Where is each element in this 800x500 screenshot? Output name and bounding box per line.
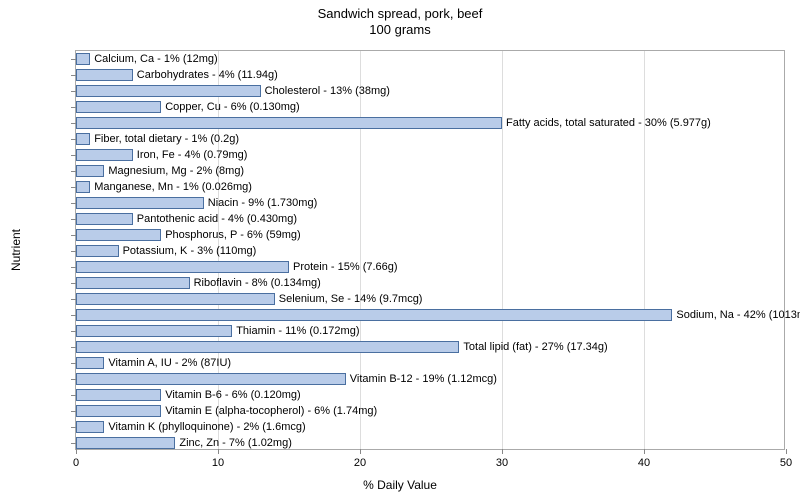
bar-label: Zinc, Zn - 7% (1.02mg) [175,437,291,449]
bar [76,341,459,353]
bar [76,133,90,145]
chart-container: Sandwich spread, pork, beef 100 grams Nu… [0,0,800,500]
bar-label: Vitamin E (alpha-tocopherol) - 6% (1.74m… [161,405,377,417]
title-line-2: 100 grams [0,22,800,38]
x-axis-label: % Daily Value [0,478,800,492]
bar [76,325,232,337]
x-tick-mark [360,449,361,454]
bar-label: Copper, Cu - 6% (0.130mg) [161,101,300,113]
x-tick-mark [786,449,787,454]
bar-label: Vitamin B-12 - 19% (1.12mcg) [346,373,497,385]
bar-label: Iron, Fe - 4% (0.79mg) [133,149,248,161]
x-tick-label: 40 [638,457,650,469]
bar [76,213,133,225]
grid-line [502,51,503,449]
bar [76,437,175,449]
x-tick-mark [644,449,645,454]
bar-label: Thiamin - 11% (0.172mg) [232,325,359,337]
bar-label: Vitamin K (phylloquinone) - 2% (1.6mcg) [104,421,305,433]
bar-label: Protein - 15% (7.66g) [289,261,398,273]
bar-label: Fiber, total dietary - 1% (0.2g) [90,133,239,145]
y-axis-label: Nutrient [9,229,23,271]
bar [76,357,104,369]
bar [76,69,133,81]
bar-label: Manganese, Mn - 1% (0.026mg) [90,181,252,193]
bar [76,229,161,241]
bar [76,165,104,177]
x-tick-label: 0 [73,457,79,469]
bar-label: Niacin - 9% (1.730mg) [204,197,317,209]
bar [76,405,161,417]
bar [76,293,275,305]
bar-label: Total lipid (fat) - 27% (17.34g) [459,341,607,353]
bar [76,373,346,385]
bar-label: Sodium, Na - 42% (1013mg) [672,309,800,321]
bar [76,197,204,209]
bar-label: Phosphorus, P - 6% (59mg) [161,229,301,241]
bar-label: Magnesium, Mg - 2% (8mg) [104,165,244,177]
bar [76,277,190,289]
bar [76,101,161,113]
bar-label: Selenium, Se - 14% (9.7mcg) [275,293,423,305]
bar [76,261,289,273]
x-tick-label: 20 [354,457,366,469]
bar-label: Fatty acids, total saturated - 30% (5.97… [502,117,711,129]
x-tick-mark [218,449,219,454]
bar [76,389,161,401]
bar-label: Vitamin A, IU - 2% (87IU) [104,357,231,369]
x-tick-label: 30 [496,457,508,469]
bar [76,85,261,97]
grid-line [644,51,645,449]
bar-label: Calcium, Ca - 1% (12mg) [90,53,217,65]
grid-line [360,51,361,449]
bar [76,421,104,433]
bar [76,53,90,65]
bar [76,245,119,257]
bar-label: Cholesterol - 13% (38mg) [261,85,390,97]
bar [76,181,90,193]
chart-title: Sandwich spread, pork, beef 100 grams [0,6,800,39]
bar [76,149,133,161]
title-line-1: Sandwich spread, pork, beef [0,6,800,22]
x-tick-mark [502,449,503,454]
bar [76,309,672,321]
bar-label: Riboflavin - 8% (0.134mg) [190,277,321,289]
x-tick-mark [76,449,77,454]
x-tick-label: 50 [780,457,792,469]
bar [76,117,502,129]
bar-label: Vitamin B-6 - 6% (0.120mg) [161,389,301,401]
plot-area: 01020304050Calcium, Ca - 1% (12mg)Carboh… [75,50,785,450]
bar-label: Pantothenic acid - 4% (0.430mg) [133,213,297,225]
x-tick-label: 10 [212,457,224,469]
bar-label: Carbohydrates - 4% (11.94g) [133,69,278,81]
bar-label: Potassium, K - 3% (110mg) [119,245,257,257]
